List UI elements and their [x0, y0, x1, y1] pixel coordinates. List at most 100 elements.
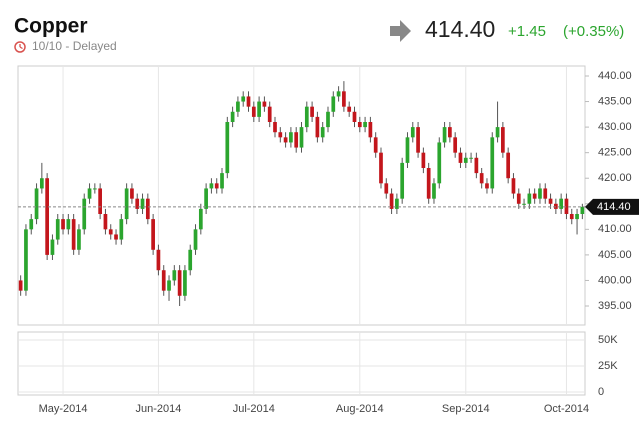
candle-body — [453, 137, 458, 153]
candle-body — [501, 127, 505, 153]
candle-body — [320, 127, 325, 138]
candle-body — [140, 198, 145, 209]
candle-body — [410, 127, 415, 138]
candle-body — [273, 122, 277, 133]
candle-body — [357, 122, 362, 128]
candle-body — [236, 101, 240, 112]
candle-body — [575, 214, 579, 220]
candle-body — [368, 122, 373, 138]
candle-body — [61, 219, 65, 230]
x-tick-label: Jul-2014 — [233, 403, 275, 415]
candle-body — [384, 183, 389, 194]
candle-body — [251, 106, 256, 117]
candle-body — [55, 219, 60, 240]
candle-body — [45, 178, 49, 255]
candle-body — [564, 198, 569, 214]
clock-icon — [14, 41, 26, 53]
candle-body — [198, 208, 203, 230]
instrument-title: Copper — [14, 15, 88, 38]
candle-body — [262, 101, 267, 107]
candle-body — [50, 239, 55, 255]
candle-body — [145, 198, 150, 220]
price: 414.40 — [425, 16, 495, 42]
volume-tick-label: 50K — [598, 334, 618, 346]
candle-body — [214, 183, 219, 189]
candle-body — [538, 188, 542, 199]
last-price-tag — [585, 198, 639, 215]
candle-body — [114, 234, 118, 240]
candle-body — [161, 270, 166, 291]
change: +1.45 — [508, 23, 546, 40]
candle-body — [421, 152, 426, 168]
candle-body — [98, 188, 102, 214]
candle-body — [336, 91, 341, 97]
candle-body — [82, 198, 87, 230]
candle-body — [66, 219, 71, 230]
candle-body — [167, 280, 171, 291]
candle-body — [87, 188, 92, 199]
candle-body — [352, 111, 357, 122]
candle-body — [442, 127, 447, 143]
candle-body — [220, 173, 224, 189]
candle-body — [532, 193, 537, 199]
candle-body — [34, 188, 39, 220]
volume-panel — [17, 331, 586, 396]
y-tick-label: 440.00 — [598, 70, 632, 82]
candle-body — [331, 96, 336, 112]
candle-body — [71, 219, 76, 250]
y-tick-label: 395.00 — [598, 300, 632, 312]
candle-body — [304, 106, 309, 128]
candle-body — [522, 203, 526, 205]
candle-body — [193, 229, 198, 250]
candle-body — [463, 157, 468, 163]
candle-body — [569, 214, 574, 220]
candle-body — [130, 188, 134, 199]
candle-body — [29, 219, 34, 230]
candle-body — [326, 111, 330, 128]
candle-body — [495, 127, 500, 138]
x-tick-label: Sep-2014 — [442, 403, 490, 415]
candle-body — [506, 152, 511, 179]
candle-body — [437, 142, 442, 184]
candle-body — [24, 229, 28, 291]
candle-body — [39, 178, 44, 189]
candle-body — [580, 206, 585, 214]
candle-body — [257, 101, 261, 117]
candle-body — [485, 183, 489, 189]
candle-body — [310, 106, 314, 117]
candle-body — [172, 270, 177, 281]
candle-body — [151, 219, 155, 250]
candle-body — [363, 122, 367, 128]
candle-body — [103, 214, 108, 230]
candle-body — [225, 122, 230, 174]
candle-body — [283, 137, 288, 143]
candle-body — [559, 198, 564, 209]
candle-body — [474, 157, 479, 174]
candle-body — [554, 203, 558, 209]
candle-body — [77, 229, 81, 250]
candle-body — [230, 111, 235, 122]
candle-body — [479, 173, 484, 184]
candle-body — [548, 198, 553, 204]
candle-body — [458, 152, 463, 163]
candle-body — [516, 193, 521, 204]
status: 10/10 - Delayed — [32, 39, 117, 53]
candle-body — [400, 162, 405, 199]
y-tick-label: 420.00 — [598, 172, 632, 184]
candle-body — [432, 183, 436, 199]
candle-body — [204, 188, 208, 209]
candle-body — [543, 188, 548, 199]
candle-body — [511, 178, 516, 194]
candle-body — [92, 188, 97, 190]
volume-tick-label: 25K — [598, 360, 618, 372]
candle-body — [294, 132, 299, 148]
y-tick-label: 410.00 — [598, 223, 632, 235]
candle-body — [241, 96, 246, 102]
candle-body — [135, 198, 140, 209]
candle-body — [379, 152, 383, 184]
candle-body — [426, 168, 431, 199]
direction-arrow — [390, 20, 411, 42]
candle-body — [119, 219, 124, 240]
candle-body — [177, 270, 182, 296]
